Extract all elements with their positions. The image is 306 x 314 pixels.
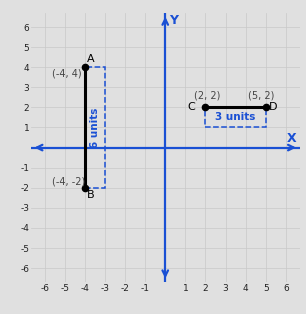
Bar <box>85 67 105 188</box>
Text: A: A <box>87 54 95 63</box>
Text: (-4, 4): (-4, 4) <box>52 68 81 78</box>
Text: Y: Y <box>169 14 178 28</box>
Text: B: B <box>87 190 95 200</box>
Text: (2, 2): (2, 2) <box>194 91 221 101</box>
Text: 6 units: 6 units <box>90 107 100 148</box>
Text: (-4, -2): (-4, -2) <box>52 176 85 186</box>
Text: D: D <box>269 102 278 112</box>
Text: (5, 2): (5, 2) <box>248 91 274 101</box>
Text: X: X <box>287 132 297 145</box>
Bar <box>205 107 266 127</box>
Text: 3 units: 3 units <box>215 112 256 122</box>
Text: C: C <box>188 102 196 112</box>
